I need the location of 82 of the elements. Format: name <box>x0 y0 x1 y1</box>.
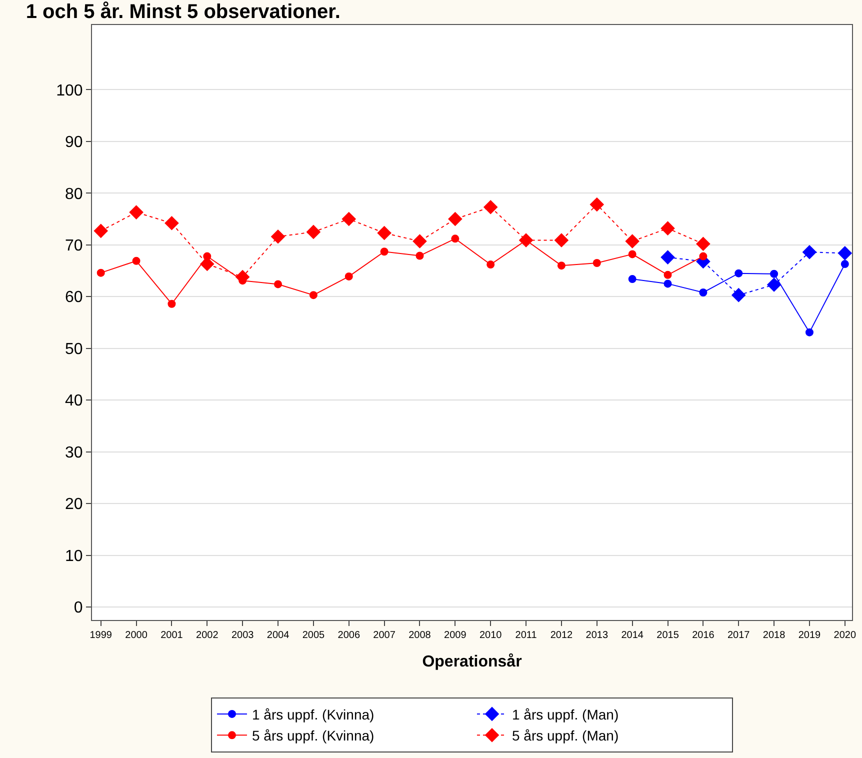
point <box>731 288 746 302</box>
x-tick-label: 2004 <box>266 630 290 641</box>
point <box>129 205 144 220</box>
point <box>770 270 778 278</box>
point <box>838 246 852 260</box>
point <box>840 260 849 268</box>
point <box>274 280 282 288</box>
point <box>203 252 212 260</box>
x-tick-label: 2007 <box>373 630 396 641</box>
y-tick-label: 40 <box>65 392 83 410</box>
point <box>592 259 601 267</box>
point <box>380 248 388 256</box>
y-tick-label: 100 <box>56 82 83 100</box>
point <box>270 229 286 244</box>
y-tick-label: 70 <box>65 237 83 254</box>
x-tick-label: 2002 <box>196 630 219 641</box>
x-tick-label: 2008 <box>408 630 432 641</box>
x-tick-label: 2015 <box>656 630 680 641</box>
y-tick-label: 10 <box>65 548 83 565</box>
point <box>699 252 708 260</box>
point <box>483 200 498 214</box>
point <box>805 328 814 336</box>
x-tick-label: 2016 <box>692 630 715 641</box>
point <box>664 270 672 279</box>
point <box>699 288 708 296</box>
y-tick-label: 20 <box>65 496 83 514</box>
point <box>766 278 782 292</box>
y-tick-label: 60 <box>65 289 83 306</box>
point <box>554 233 569 248</box>
point <box>734 269 743 278</box>
point <box>451 234 460 243</box>
point <box>416 252 424 260</box>
x-tick-label: 2020 <box>834 630 856 641</box>
point <box>486 260 495 269</box>
point <box>802 244 817 260</box>
point <box>628 250 636 258</box>
x-tick-label: 2012 <box>550 630 574 641</box>
y-tick-label: 30 <box>65 444 83 462</box>
x-tick-label: 2013 <box>586 630 608 641</box>
point <box>344 272 353 280</box>
y-tick-label: 0 <box>74 600 83 617</box>
point <box>696 236 710 252</box>
x-tick-label: 2011 <box>515 630 538 641</box>
chart-title: 1 och 5 år. Minst 5 observationer. <box>26 0 340 23</box>
legend-label: 5 års uppf. (Man) <box>512 728 619 744</box>
x-tick-label: 2018 <box>762 630 786 641</box>
x-tick-label: 2003 <box>231 630 254 641</box>
x-tick-label: 2005 <box>302 630 326 641</box>
point <box>660 221 675 236</box>
x-tick-label: 2014 <box>621 630 644 641</box>
point <box>557 262 566 270</box>
x-tick-label: 2019 <box>798 630 822 641</box>
point <box>164 216 179 230</box>
point <box>660 250 675 264</box>
point <box>96 268 105 277</box>
point <box>309 291 318 300</box>
point <box>306 224 321 240</box>
point <box>412 234 427 248</box>
x-tick-label: 2017 <box>727 630 750 641</box>
point <box>448 212 462 226</box>
point <box>625 234 640 248</box>
y-tick-label: 90 <box>65 134 83 152</box>
point <box>94 224 108 238</box>
point <box>342 212 356 226</box>
legend-label: 5 års uppf. (Kvinna) <box>252 728 374 744</box>
x-tick-label: 2006 <box>338 630 360 641</box>
point <box>377 226 392 240</box>
y-tick-label: 80 <box>65 186 83 203</box>
point <box>168 300 176 308</box>
y-tick-label: 50 <box>65 340 83 358</box>
point <box>628 275 636 284</box>
x-tick-label: 2009 <box>444 630 467 641</box>
point <box>132 256 140 265</box>
point <box>664 280 672 288</box>
x-tick-label: 2000 <box>125 630 148 641</box>
legend-label: 1 års uppf. (Man) <box>512 706 619 722</box>
x-tick-label: 1999 <box>90 630 112 641</box>
x-tick-label: 2001 <box>160 630 184 641</box>
legend-label: 1 års uppf. (Kvinna) <box>252 706 374 722</box>
point <box>590 197 604 212</box>
x-axis-title: Operationsår <box>422 652 522 671</box>
x-tick-label: 2010 <box>479 630 502 641</box>
